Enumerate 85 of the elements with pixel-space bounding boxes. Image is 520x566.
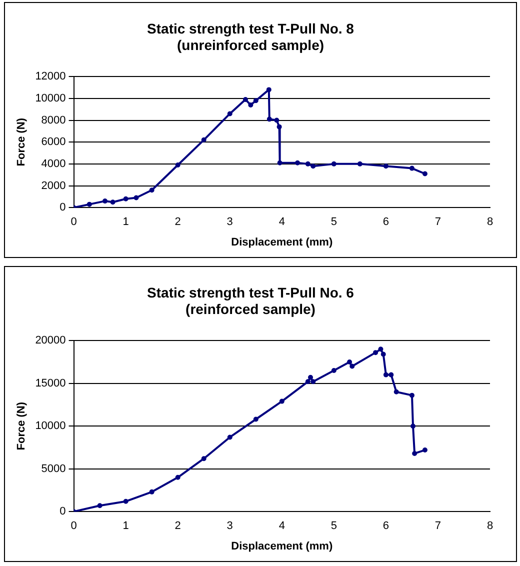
x-tick-label: 6 (382, 520, 390, 532)
point (102, 198, 108, 204)
point (373, 350, 378, 356)
point (242, 97, 248, 102)
point (123, 196, 128, 202)
x-tick-label: 8 (486, 520, 494, 532)
point (123, 498, 128, 504)
x-tick-label: 5 (330, 216, 337, 228)
point (253, 416, 258, 422)
x-tick-label: 5 (330, 520, 337, 532)
y-tick-label: 10000 (35, 92, 66, 104)
point (410, 424, 416, 429)
y-axis-title: Force (N) (16, 402, 28, 450)
x-axis-title: Displacement (mm) (231, 236, 333, 248)
point (277, 160, 282, 166)
point (134, 195, 139, 200)
y-axis-title: Force (N) (16, 118, 28, 166)
point (110, 200, 116, 205)
x-tick-label: 8 (486, 216, 494, 228)
chart-title: Static strength test T-Pull No. 6 (reinforced sample) (147, 284, 354, 318)
x-tick-label: 2 (174, 520, 181, 532)
y-tick-label: 2000 (41, 180, 66, 192)
x-tick-label: 4 (278, 216, 285, 228)
y-tick-label: 12000 (35, 70, 66, 83)
point (149, 489, 154, 494)
point (310, 379, 316, 384)
point (295, 160, 300, 166)
point (422, 171, 428, 176)
point (201, 137, 206, 142)
point (175, 474, 180, 480)
x-tick-label: 3 (226, 216, 233, 228)
x-tick-label: 4 (278, 520, 285, 532)
point (347, 359, 352, 364)
x-tick-label: 0 (70, 520, 77, 532)
point (412, 450, 418, 456)
point (409, 392, 414, 398)
x-axis-title: Displacement (mm) (231, 540, 333, 552)
y-tick-label: 10000 (35, 420, 66, 432)
point (274, 118, 280, 123)
y-tick-label: 4000 (41, 158, 66, 170)
x-tick-label: 1 (122, 520, 129, 532)
point (253, 98, 258, 104)
point (310, 164, 316, 169)
point (331, 161, 336, 166)
x-tick-label: 6 (382, 216, 390, 228)
point (383, 372, 388, 378)
point (266, 87, 272, 92)
point (331, 368, 336, 374)
y-tick-label: 6000 (41, 136, 66, 148)
point (201, 456, 206, 462)
x-tick-label: 7 (434, 216, 442, 228)
y-tick-label: 0 (60, 202, 66, 214)
point (227, 434, 232, 440)
point (276, 124, 282, 130)
point (422, 448, 428, 453)
point (227, 111, 232, 116)
y-tick-label: 20000 (35, 334, 66, 347)
x-tick-label: 1 (122, 216, 129, 228)
point (357, 161, 362, 166)
point (305, 379, 310, 384)
point (149, 188, 154, 193)
point (279, 398, 284, 404)
point (97, 503, 102, 508)
point (175, 162, 180, 168)
x-tick-label: 3 (226, 520, 233, 532)
point (86, 202, 92, 207)
point (383, 164, 388, 169)
chart-title: Static strength test T-Pull No. 8 (unreinforced sample) (147, 20, 354, 54)
point (248, 102, 254, 108)
point (394, 389, 399, 394)
point (378, 346, 384, 352)
point (409, 166, 414, 171)
y-tick-label: 0 (60, 506, 66, 518)
point (380, 352, 386, 357)
y-tick-label: 8000 (41, 114, 66, 126)
point (350, 364, 355, 369)
x-tick-label: 7 (434, 520, 442, 532)
y-tick-label: 15000 (35, 377, 66, 390)
x-tick-label: 2 (174, 216, 181, 228)
y-tick-label: 5000 (41, 462, 66, 475)
point (308, 374, 314, 380)
x-tick-label: 0 (70, 216, 77, 228)
point (305, 161, 310, 166)
point (266, 116, 272, 122)
point (388, 372, 394, 378)
